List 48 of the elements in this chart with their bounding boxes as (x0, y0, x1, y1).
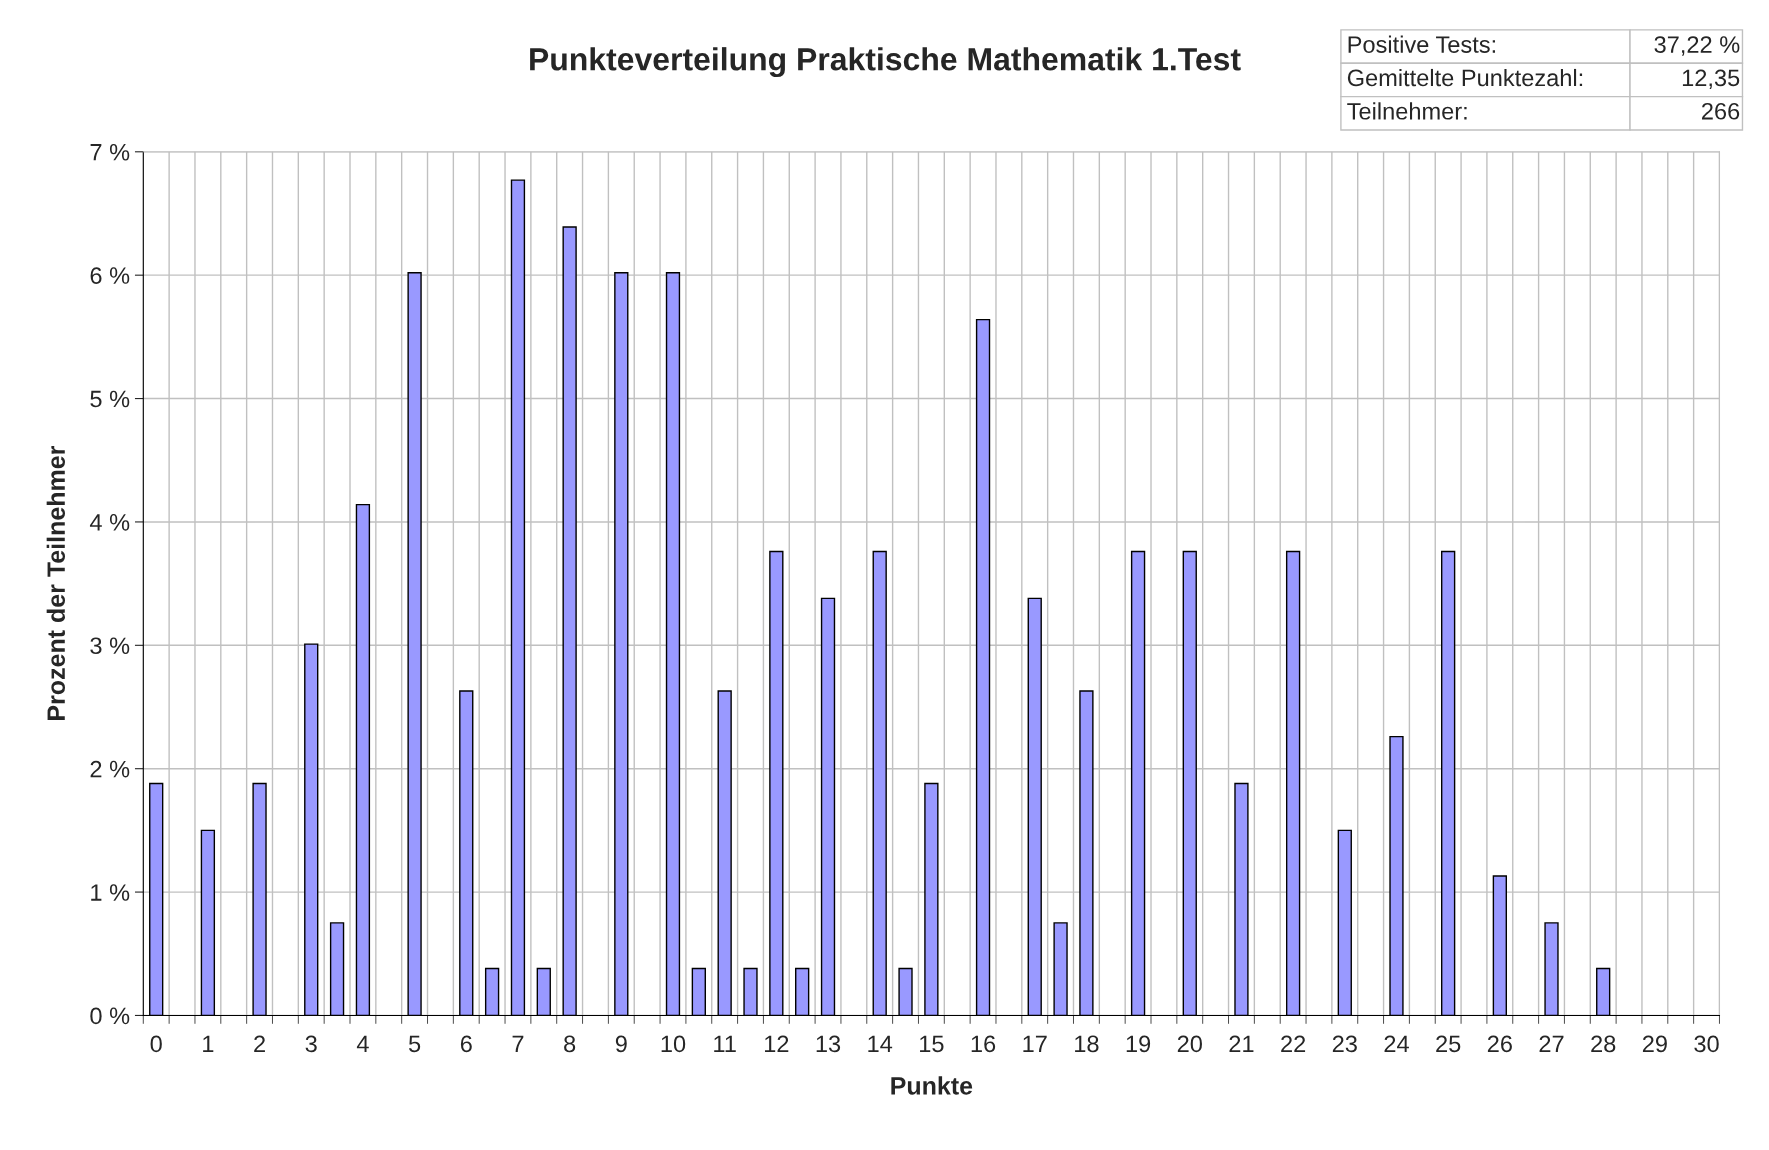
x-tick-label: 13 (816, 1035, 841, 1053)
text: 37,22 % (1654, 36, 1740, 56)
x-tick-label: 1 (203, 1035, 214, 1053)
x-tick-label: 23 (1332, 1035, 1357, 1053)
x-tick-label: 28 (1591, 1035, 1616, 1053)
x-tick-label: 2 (254, 1035, 265, 1053)
text: Positive Tests: (1348, 35, 1496, 53)
text: 12,35 (1682, 69, 1740, 90)
y-tick-label: 4 % (89, 514, 130, 531)
x-tick-label: 25 (1436, 1035, 1461, 1053)
x-tick-label: 19 (1126, 1035, 1151, 1053)
x-tick-label: 0 (150, 1035, 162, 1053)
x-tick-label: 16 (971, 1035, 996, 1053)
x-tick-label: 26 (1487, 1035, 1512, 1053)
x-axis-title: Punkte (891, 1076, 973, 1095)
x-tick-label: 12 (765, 1035, 789, 1053)
x-tick-label: 5 (408, 1035, 421, 1053)
x-tick-label: 18 (1075, 1035, 1099, 1053)
x-tick-label: 24 (1384, 1035, 1409, 1053)
x-tick-label: 6 (460, 1035, 472, 1053)
x-tick-label: 22 (1281, 1035, 1306, 1053)
x-tick-label: 20 (1177, 1035, 1202, 1053)
x-tick-label: 10 (661, 1035, 686, 1053)
y-axis-title: Prozent der Teilnehmer (46, 446, 66, 720)
x-tick-label: 27 (1539, 1035, 1564, 1053)
x-tick-label: 3 (305, 1035, 317, 1053)
x-tick-label: 14 (868, 1035, 893, 1053)
x-tick-label: 7 (512, 1035, 524, 1053)
x-tick-label: 15 (920, 1035, 944, 1053)
y-tick-label: 5 % (90, 390, 130, 408)
y-tick-label: 0 % (90, 1007, 130, 1025)
x-tick-label: 30 (1694, 1035, 1719, 1053)
x-tick-label: 8 (564, 1035, 576, 1053)
x-tick-label: 21 (1229, 1035, 1254, 1053)
text: Teilnehmer: (1347, 102, 1467, 120)
x-tick-label: 11 (714, 1035, 736, 1053)
y-tick-label: 7 % (90, 143, 130, 161)
y-tick-label: 2 % (90, 760, 130, 778)
x-tick-label: 29 (1642, 1035, 1667, 1053)
text: 266 (1702, 102, 1740, 120)
x-tick-label: 4 (356, 1035, 369, 1053)
y-tick-label: 1 % (91, 884, 130, 901)
y-tick-label: 6 % (90, 267, 130, 284)
text: Gemittelte Punktezahl: (1347, 68, 1583, 87)
x-tick-label: 17 (1023, 1035, 1047, 1053)
x-tick-label: 9 (615, 1035, 627, 1053)
chart-title: Punkteverteilung Praktische Mathematik 1.Test (530, 47, 1241, 78)
y-tick-label: 3 % (90, 637, 130, 655)
